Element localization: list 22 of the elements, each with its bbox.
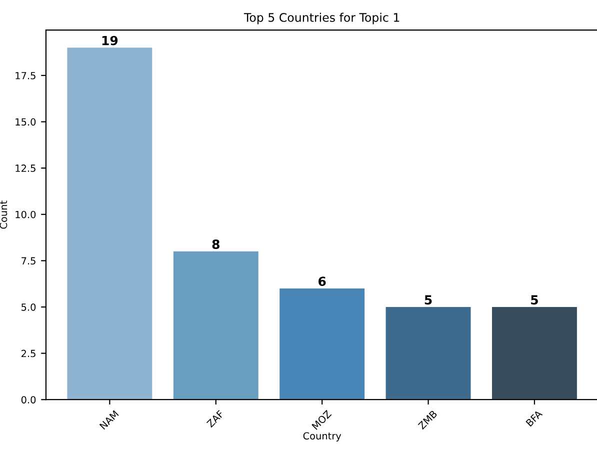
chart-title: Top 5 Countries for Topic 1 [244, 12, 400, 24]
data-label: 8 [212, 240, 220, 250]
y-tick-label: 17.5 [16, 72, 36, 80]
bar [492, 306, 577, 400]
bar [67, 48, 152, 400]
y-tick-label: 2.5 [22, 350, 36, 358]
data-label: 6 [318, 276, 326, 286]
bar [280, 288, 365, 400]
y-tick-label: 15.0 [16, 118, 36, 126]
y-tick-label: 10.0 [16, 210, 36, 218]
y-axis-title: Count [0, 200, 8, 229]
data-label: 5 [424, 295, 432, 305]
bar [173, 251, 258, 400]
data-label: 5 [531, 295, 538, 305]
x-tick-label: BFA [526, 410, 543, 427]
x-axis-title: Country [303, 432, 342, 442]
data-label: 19 [102, 36, 118, 46]
y-tick-label: 5.0 [22, 303, 36, 311]
bar [386, 306, 471, 400]
y-tick-label: 0.0 [21, 396, 36, 404]
y-tick-label: 7.5 [22, 257, 36, 265]
y-tick-label: 12.5 [16, 164, 36, 172]
